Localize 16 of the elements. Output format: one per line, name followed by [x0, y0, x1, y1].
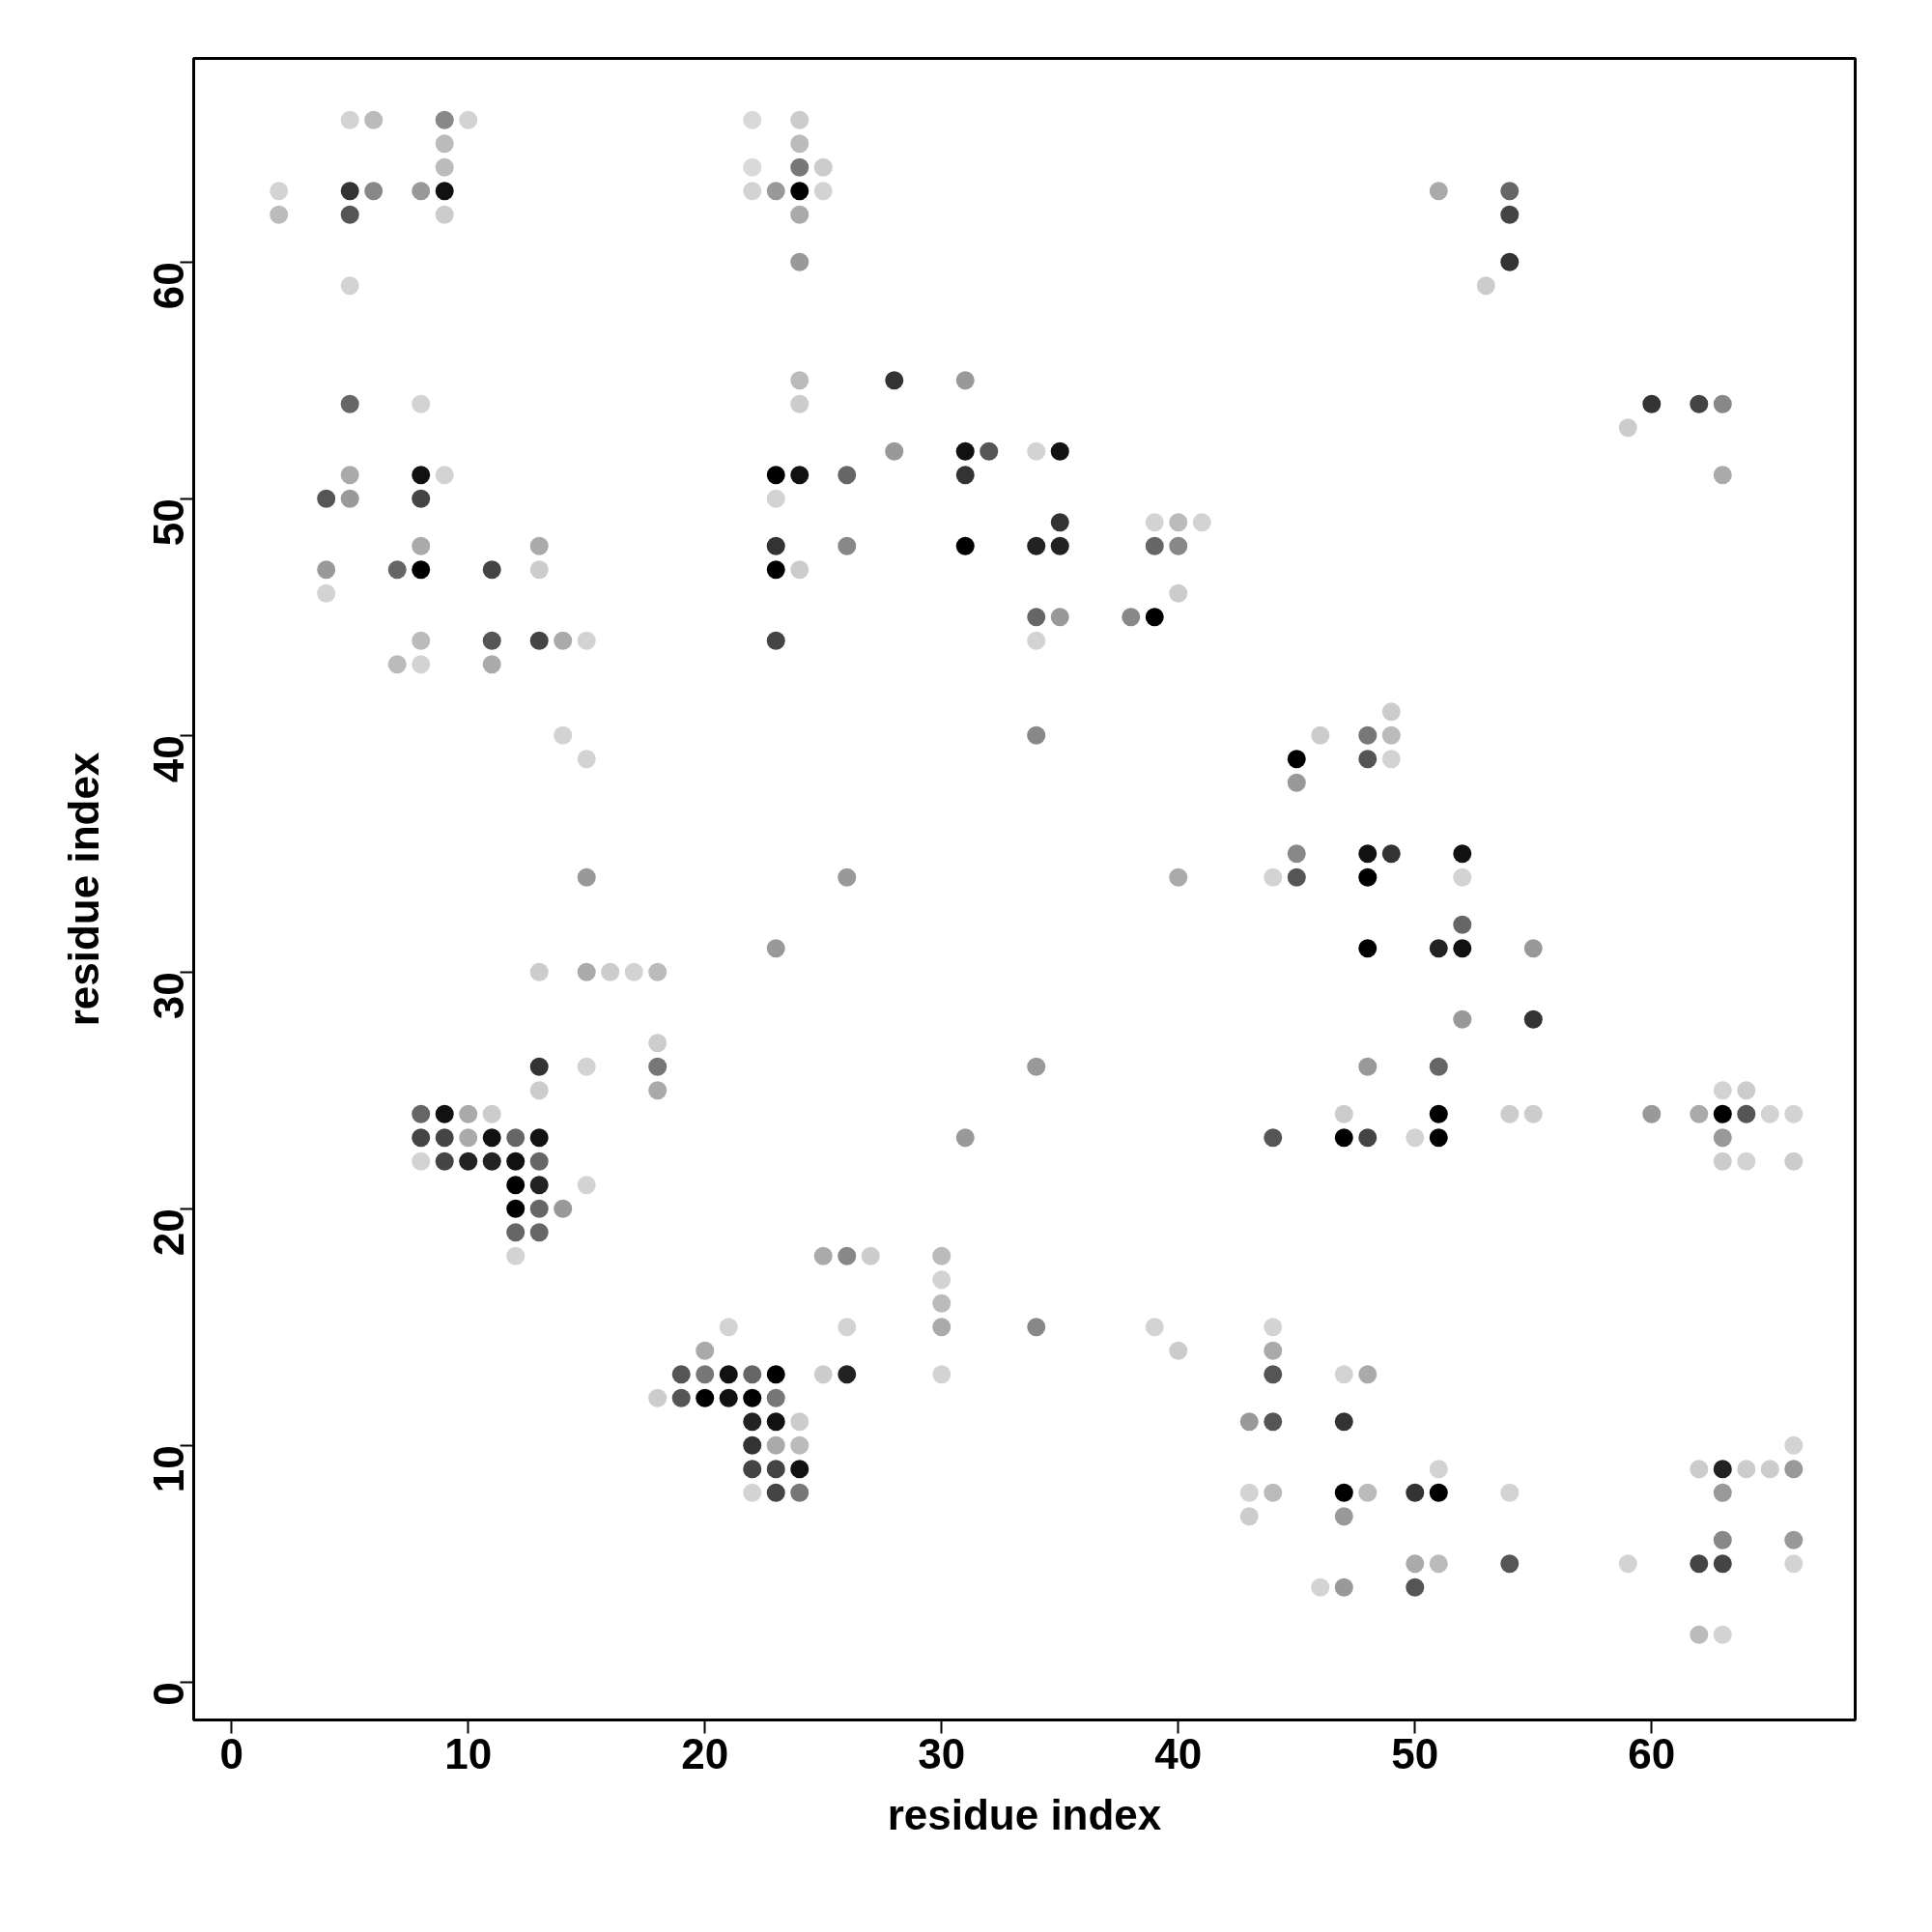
x-tick-label: 0 [219, 1729, 243, 1777]
x-tick-label: 30 [918, 1729, 966, 1777]
y-tick-label: 50 [145, 498, 192, 547]
y-tick-label: 40 [145, 735, 192, 783]
x-tick-label: 20 [681, 1729, 729, 1777]
y-tick-label: 60 [145, 262, 192, 310]
x-tick-label: 40 [1154, 1729, 1203, 1777]
y-tick-label: 30 [145, 972, 192, 1020]
x-tick-label: 60 [1628, 1729, 1676, 1777]
x-tick-label: 50 [1391, 1729, 1439, 1777]
y-tick-label: 20 [145, 1208, 192, 1257]
x-tick-label: 10 [444, 1729, 493, 1777]
y-axis-title: residue index [59, 752, 107, 1027]
x-axis-title: residue index [887, 1790, 1162, 1838]
y-tick-label: 0 [145, 1682, 192, 1706]
y-tick-label: 10 [145, 1445, 192, 1493]
